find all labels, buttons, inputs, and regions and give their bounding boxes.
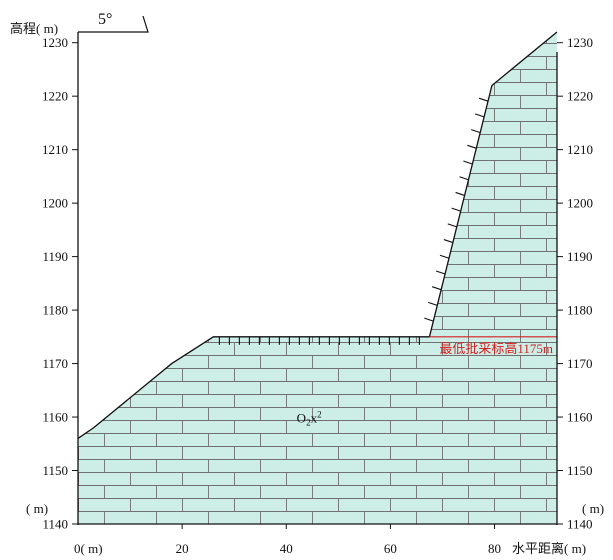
slope-hatch-tick	[471, 129, 481, 134]
x-tick-label: 80	[488, 541, 501, 556]
slope-hatch-tick	[459, 176, 469, 181]
slope-hatch-tick	[443, 239, 454, 244]
y-tick-label-left: 1210	[42, 142, 68, 157]
bearing-bracket	[78, 15, 149, 33]
slope-surface-line	[77, 31, 558, 439]
y-tick-label-right: 1220	[567, 89, 593, 104]
slope-hatch-tick	[447, 223, 457, 228]
slope-hatching	[218, 97, 489, 345]
rock-label-after: x	[311, 410, 318, 425]
slope-hatch-tick	[474, 113, 485, 118]
y-tick-label-right: 1230	[567, 35, 593, 50]
rock-label-sub: 2	[306, 417, 311, 427]
y-tick-label-left: 1230	[42, 35, 68, 50]
rock-formation-label: O2x2	[297, 409, 322, 427]
y-axis-unit-right: ( m)	[582, 501, 604, 516]
slope-hatch-tick	[463, 160, 473, 165]
slope-hatch-tick	[455, 191, 465, 196]
y-axis-title: 高程( m)	[10, 21, 58, 36]
y-axis-unit-left: ( m)	[26, 501, 48, 516]
y-tick-label-right: 1170	[567, 356, 593, 371]
slope-hatch-tick	[431, 286, 442, 291]
x-tick-label: 20	[176, 541, 189, 556]
rock-label-sup: 2	[317, 409, 322, 419]
y-axis-ticks: 1140 1140 1150 1150 1160 1160 1170 1170 1180 1180…	[42, 35, 593, 531]
bearing-label: 5°	[98, 11, 112, 28]
y-tick-label-right: 1140	[567, 517, 593, 532]
y-tick-label-left: 1170	[42, 356, 68, 371]
y-tick-label-right: 1150	[567, 463, 593, 478]
slope-hatch-tick	[478, 97, 489, 102]
y-tick-label-right: 1190	[567, 249, 593, 264]
x-tick-label: 60	[384, 541, 397, 556]
y-tick-label-left: 1150	[42, 463, 68, 478]
x-axis-origin-label: 0( m)	[74, 541, 103, 556]
y-tick-label-left: 1140	[42, 517, 68, 532]
y-tick-label-right: 1160	[567, 410, 593, 425]
slope-hatch-tick	[428, 301, 438, 306]
x-tick-label: 40	[280, 541, 293, 556]
y-tick-label-right: 1210	[567, 142, 593, 157]
slope-hatch-tick	[467, 144, 477, 149]
x-axis-ticks: 20 40 60 80	[176, 524, 501, 556]
y-tick-label-right: 1200	[567, 196, 593, 211]
slope-hatch-tick	[451, 207, 461, 212]
y-tick-label-left: 1190	[42, 249, 68, 264]
y-tick-label-right: 1180	[567, 303, 593, 318]
y-tick-label-left: 1160	[42, 410, 68, 425]
slope-hatch-tick	[424, 317, 434, 322]
slope-hatch-tick	[435, 270, 446, 275]
rock-label-main: O	[297, 410, 306, 425]
x-axis-title: 水平距离( m)	[512, 541, 586, 556]
y-tick-label-left: 1200	[42, 196, 68, 211]
min-mining-elevation-label: 最低批采标高1175m	[439, 341, 553, 356]
y-tick-label-left: 1220	[42, 89, 68, 104]
slope-hatch-tick	[439, 254, 450, 259]
y-tick-label-left: 1180	[42, 303, 68, 318]
rock-profile-area	[78, 32, 557, 524]
